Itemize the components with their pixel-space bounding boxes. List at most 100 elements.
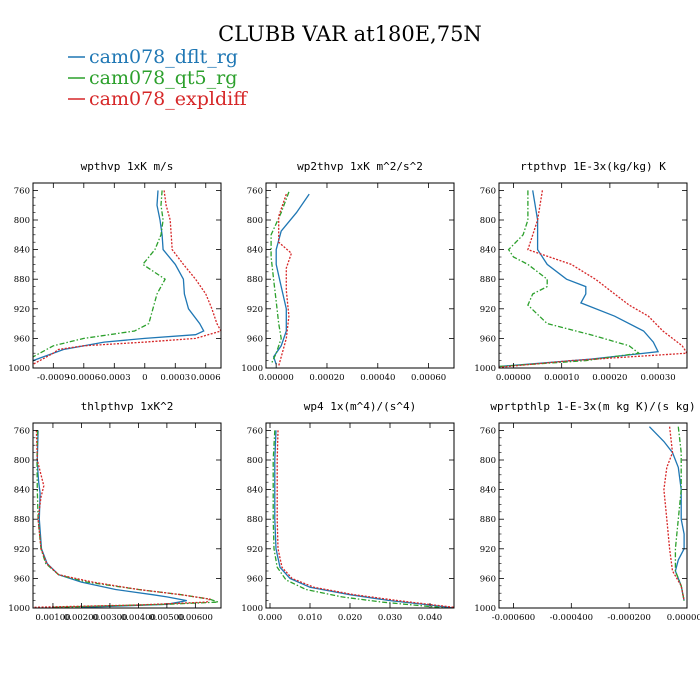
x-tick-label: 0.00060	[411, 373, 446, 383]
series-line-cam078_qt5_rg	[36, 430, 219, 608]
legend-label-expldiff: cam078_expldiff	[89, 88, 248, 110]
y-tick-label: 760	[247, 186, 263, 196]
panel-title: wp2thvp 1xK m^2/s^2	[297, 160, 423, 173]
y-tick-label: 920	[14, 305, 30, 315]
legend-item-qt5: cam078_qt5_rg	[68, 67, 237, 89]
y-tick-label: 880	[14, 275, 30, 285]
plot-area	[270, 191, 310, 366]
plot-area	[33, 430, 219, 608]
panel-title: rtpthvp 1E-3x(kg/kg) K	[520, 160, 666, 173]
series-line-cam078_dflt_rg	[272, 193, 310, 365]
panel-title: thlpthvp 1xK^2	[81, 400, 174, 413]
y-tick-label: 880	[247, 515, 263, 525]
x-tick-label: 0.00020	[592, 373, 627, 383]
series-line-cam078_qt5_rg	[272, 430, 447, 608]
chart-panel-4: thlpthvp 1xK^2 760 800 840 880 920 960 1000 0.00…	[8, 400, 222, 623]
y-tick-label: 800	[247, 216, 263, 226]
y-tick-label: 840	[480, 486, 496, 496]
series-line-cam078_expldiff	[663, 426, 685, 601]
series-line-cam078_qt5_rg	[499, 190, 641, 368]
plot-frame	[265, 182, 455, 369]
plot-area	[499, 190, 687, 368]
plot-frame	[498, 422, 688, 609]
x-tick-label: 0.00030	[640, 373, 675, 383]
plot-frame	[265, 422, 455, 609]
y-tick-label: 920	[14, 545, 30, 555]
x-tick-label: -0.0006	[67, 373, 100, 383]
series-line-cam078_dflt_rg	[499, 190, 660, 368]
legend-label-dflt: cam078_dflt_rg	[89, 46, 238, 68]
x-tick-label: 0.00500	[149, 613, 184, 623]
y-tick-label: 760	[14, 426, 30, 436]
plot-frame	[498, 182, 688, 369]
y-tick-label: 800	[480, 456, 496, 466]
y-tick-label: 800	[14, 216, 30, 226]
x-tick-label: -0.0009	[37, 373, 70, 383]
chart-panel-5: wp4 1x(m^4)/(s^4)76080084088092096010000…	[241, 400, 455, 623]
series-line-cam078_qt5_rg	[674, 426, 685, 601]
y-tick-label: 880	[247, 275, 263, 285]
y-tick-label: 840	[247, 486, 263, 496]
series-line-cam078_expldiff	[276, 430, 454, 608]
y-tick-label: 880	[480, 275, 496, 285]
series-line-cam078_qt5_rg	[270, 191, 290, 365]
y-tick-label: 1000	[8, 364, 30, 374]
x-tick-label: 0.000	[258, 613, 282, 623]
y-tick-label: 920	[247, 305, 263, 315]
chart-panel-2: wp2thvp 1xK m^2/s^2 760 800 840 880 920 960 100…	[241, 160, 455, 383]
legend-label-qt5: cam078_qt5_rg	[89, 67, 237, 89]
y-tick-label: 920	[247, 545, 263, 555]
legend: cam078_dflt_rg cam078_qt5_rg cam078_expl…	[68, 46, 248, 110]
legend-item-dflt: cam078_dflt_rg	[68, 46, 238, 68]
y-tick-label: 840	[247, 246, 263, 256]
y-tick-label: 840	[480, 246, 496, 256]
x-tick-label: 0.030	[378, 613, 402, 623]
y-tick-label: 800	[480, 216, 496, 226]
panel-title: wp4 1x(m^4)/(s^4)	[304, 400, 417, 413]
legend-item-expldiff: cam078_expldiff	[68, 88, 248, 110]
y-tick-label: 800	[247, 456, 263, 466]
y-tick-label: 880	[14, 515, 30, 525]
y-tick-label: 840	[14, 486, 30, 496]
plot-area	[648, 426, 685, 601]
y-tick-label: 960	[14, 334, 30, 344]
x-tick-label: 0.00000	[259, 373, 294, 383]
y-tick-label: 1000	[241, 604, 263, 614]
series-line-cam078_dflt_rg	[274, 430, 454, 608]
x-tick-label: 0.00200	[64, 613, 99, 623]
x-tick-label: 0.020	[338, 613, 362, 623]
x-tick-label: 0.00010	[544, 373, 579, 383]
x-tick-label: 0.00600	[178, 613, 213, 623]
plot-frame	[32, 182, 222, 369]
panel-title: wprtpthlp 1-E-3x(m kg K)/(s kg)	[490, 400, 695, 413]
x-tick-label: 0.00040	[360, 373, 395, 383]
y-tick-label: 1000	[474, 604, 496, 614]
y-tick-label: 960	[480, 574, 496, 584]
x-tick-label: 0.00100	[35, 613, 70, 623]
y-tick-label: 920	[480, 545, 496, 555]
x-tick-label: 0.00020	[309, 373, 344, 383]
x-tick-label: 0.00000	[496, 373, 531, 383]
y-tick-label: 1000	[474, 364, 496, 374]
y-tick-label: 1000	[241, 364, 263, 374]
y-tick-label: 920	[480, 305, 496, 315]
y-tick-label: 760	[480, 426, 496, 436]
y-tick-label: 840	[14, 246, 30, 256]
x-tick-label: -0.000600	[492, 613, 535, 623]
y-tick-label: 760	[480, 186, 496, 196]
x-tick-label: 0.00300	[92, 613, 127, 623]
x-tick-label: -0.000200	[607, 613, 650, 623]
y-tick-label: 960	[480, 334, 496, 344]
plot-area	[272, 430, 454, 608]
panels: wpthvp 1xK m/s7608008408809209601000-0.0…	[8, 160, 700, 623]
y-tick-label: 760	[14, 186, 30, 196]
series-line-cam078_expldiff	[278, 193, 293, 366]
x-tick-label: 0.040	[418, 613, 442, 623]
y-tick-label: 800	[14, 456, 30, 466]
chart-panel-1: wpthvp 1xK m/s 760 800 840 880 920 960 1000 -0.0…	[8, 160, 222, 383]
x-tick-label: 0	[142, 373, 147, 383]
x-tick-label: 0.010	[298, 613, 322, 623]
y-tick-label: 960	[14, 574, 30, 584]
